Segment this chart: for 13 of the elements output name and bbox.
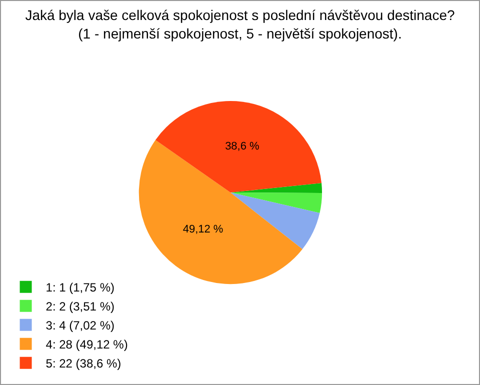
pie-slice (230, 182, 322, 194)
legend-label: 1: 1 (1,75 %) (46, 280, 114, 295)
pie-slice (230, 192, 320, 250)
legend-label: 5: 22 (38,6 %) (46, 356, 122, 371)
pie-slice (138, 140, 302, 284)
pie-slice (155, 101, 322, 193)
data-label: 38,6 % (225, 140, 260, 153)
legend-label: 2: 2 (3,51 %) (46, 300, 114, 314)
pie-slice (230, 192, 322, 214)
legend-label: 3: 4 (7,02 %) (46, 318, 114, 333)
data-label: 49,12 % (182, 223, 224, 236)
legend-label: 4: 28 (49,12 %) (46, 338, 128, 352)
chart-title: Jaká byla vaše celková spokojenost s poslední návštěvou destinace? (1 - nejmenší spokojenost, 5 - největší spokojenost). (25, 7, 456, 42)
